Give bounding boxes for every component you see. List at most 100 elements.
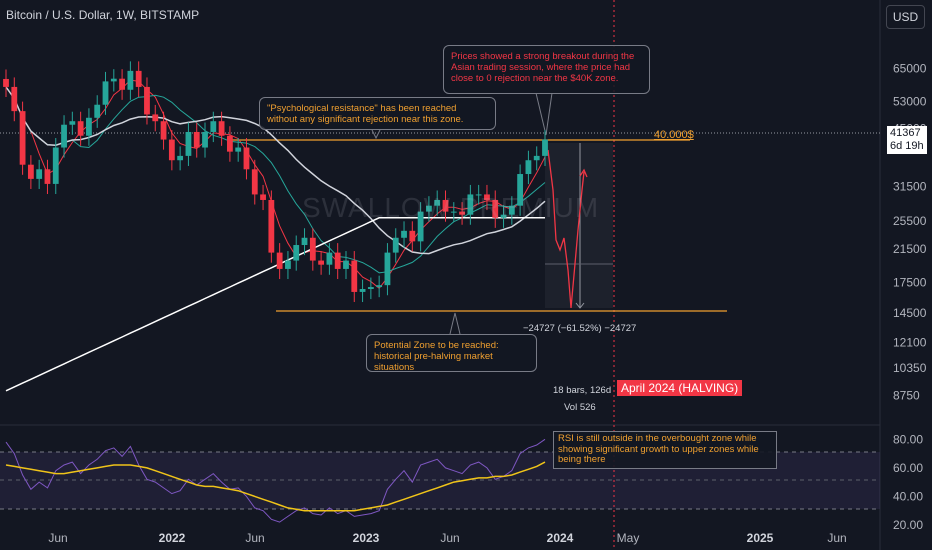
candle-body xyxy=(326,252,333,265)
price-axis[interactable]: 6500053000450003150025500215001750014500… xyxy=(893,61,927,402)
potential-pointer xyxy=(449,312,461,335)
candle-body xyxy=(301,237,308,246)
current-price-countdown: 6d 19h xyxy=(890,140,924,152)
potential-callout[interactable]: Potential Zone to be reached: historical… xyxy=(366,334,537,373)
candle-body xyxy=(69,121,76,125)
measure-change: −24727 (−61.52%) −24727 xyxy=(523,323,637,334)
measure-volume: Vol 526 xyxy=(564,402,596,413)
candle-body xyxy=(359,288,366,292)
candle-body xyxy=(119,78,125,90)
rsi-tick: 20.00 xyxy=(893,518,923,532)
candle-body xyxy=(94,104,101,118)
rsi-tick: 60.00 xyxy=(893,461,923,475)
candle-body xyxy=(517,174,524,206)
candle-body xyxy=(36,169,43,179)
price-tick: 17500 xyxy=(893,275,927,289)
candle-body xyxy=(542,139,548,156)
top-bar: Bitcoin / U.S. Dollar, 1W, BITSTAMP xyxy=(0,0,880,28)
candle-body xyxy=(144,86,150,115)
candle-body xyxy=(467,194,474,215)
candle-body xyxy=(44,169,51,184)
rsi-tick: 40.00 xyxy=(893,489,923,503)
candle-body xyxy=(218,121,225,136)
candle-body xyxy=(401,230,407,238)
time-tick: May xyxy=(617,531,640,545)
candle-body xyxy=(185,131,192,156)
ma-long-line xyxy=(5,217,545,392)
candle-body xyxy=(160,121,167,140)
candle-body xyxy=(318,260,325,265)
moving-averages xyxy=(5,79,546,392)
rsi-line xyxy=(5,438,546,523)
candle-body xyxy=(434,199,441,206)
candle-body xyxy=(276,252,283,269)
price-tick: 10350 xyxy=(893,361,927,375)
candle-body xyxy=(210,121,217,132)
ma-mid-line xyxy=(5,86,546,274)
candle-body xyxy=(409,230,416,242)
current-price-tag: 41367 6d 19h xyxy=(887,126,927,154)
candle-body xyxy=(235,147,242,152)
candle-body xyxy=(61,124,67,148)
psych-callout[interactable]: "Psychological resistance" has been reac… xyxy=(259,97,496,130)
psych-pointer xyxy=(371,129,381,140)
resistance-label: 40.000$ xyxy=(654,129,694,141)
candles xyxy=(3,61,548,303)
rsi-axis[interactable]: 80.00 60.00 40.00 20.00 xyxy=(893,432,923,532)
candle-body xyxy=(77,121,84,136)
candle-body xyxy=(442,199,449,212)
candle-body xyxy=(127,70,134,90)
candle-body xyxy=(177,155,184,161)
candle-body xyxy=(52,147,59,184)
price-tick: 14500 xyxy=(893,306,927,320)
current-price-value: 41367 xyxy=(890,127,921,139)
candle-body xyxy=(484,194,490,200)
candle-body xyxy=(11,86,18,112)
rsi-callout[interactable]: RSI is still outside in the overbought z… xyxy=(553,431,777,469)
price-tick: 31500 xyxy=(893,179,927,193)
symbol-title[interactable]: Bitcoin / U.S. Dollar, 1W, BITSTAMP xyxy=(6,8,200,22)
price-tick: 8750 xyxy=(893,388,920,402)
breakout-pointer xyxy=(535,92,553,136)
candle-body xyxy=(251,169,258,195)
candle-body xyxy=(376,285,383,288)
halving-label: April 2024 (HALVING) xyxy=(617,380,743,396)
candle-body xyxy=(475,194,482,196)
rsi-lines xyxy=(5,438,546,523)
watermark: SWALLOW PREMIUM xyxy=(302,192,600,223)
candle-body xyxy=(309,237,316,261)
candle-body xyxy=(243,147,250,170)
candle-body xyxy=(367,287,374,289)
candle-body xyxy=(334,252,341,269)
candle-body xyxy=(533,155,540,161)
projected-arrow-head xyxy=(579,168,588,178)
candle-body xyxy=(3,78,9,87)
time-tick: 2023 xyxy=(353,531,380,545)
currency-button[interactable]: USD xyxy=(886,5,925,29)
price-tick: 12100 xyxy=(893,336,927,350)
candle-body xyxy=(500,214,507,218)
candle-body xyxy=(86,117,92,136)
candle-body xyxy=(268,199,275,253)
candle-body xyxy=(417,211,424,242)
candle-body xyxy=(110,78,117,82)
price-tick: 25500 xyxy=(893,214,927,228)
candle-body xyxy=(450,211,457,213)
projected-path xyxy=(547,149,585,309)
time-tick: Jun xyxy=(827,531,846,545)
candle-body xyxy=(392,237,399,253)
rsi-ma-line xyxy=(5,461,546,512)
candle-body xyxy=(293,245,300,261)
candle-body xyxy=(202,131,208,148)
candle-body xyxy=(351,260,358,292)
breakout-callout[interactable]: Prices showed a strong breakout during t… xyxy=(443,45,650,94)
candle-body xyxy=(19,111,26,165)
rsi-tick: 80.00 xyxy=(893,432,923,446)
time-tick: 2024 xyxy=(547,531,574,545)
time-axis[interactable]: Jun 2022 Jun 2023 Jun 2024 May 2025 Jun xyxy=(48,531,846,545)
candle-body xyxy=(27,164,34,179)
price-tick: 53000 xyxy=(893,95,927,109)
measure-arrow-head xyxy=(575,302,585,309)
ma-fast-line xyxy=(5,79,546,290)
